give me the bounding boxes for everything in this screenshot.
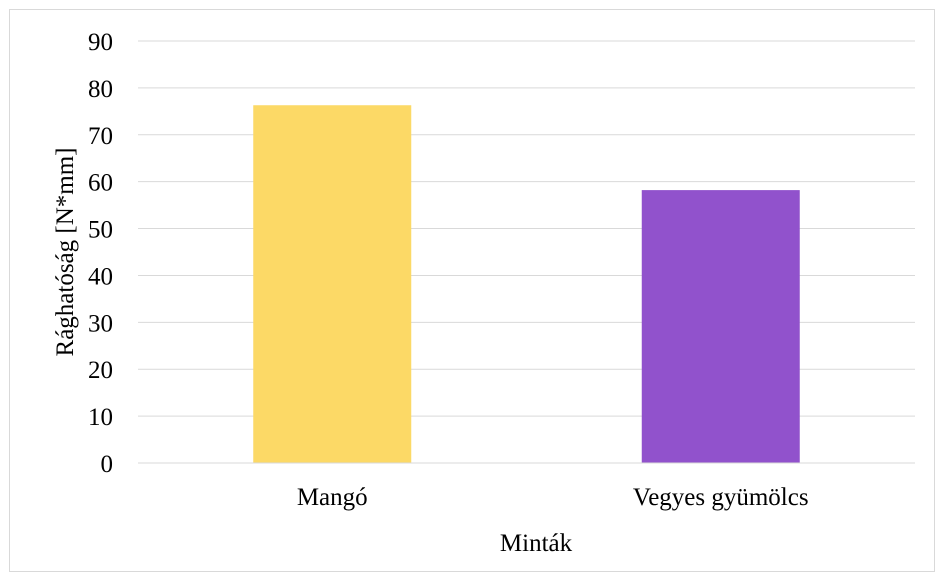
y-axis-title: Rághatóság [N*mm]: [52, 148, 79, 357]
x-category-label: Mangó: [297, 484, 368, 511]
bar-1: [253, 105, 412, 463]
x-axis-title: Minták: [500, 530, 573, 557]
bars: [253, 105, 800, 463]
y-tick-label: 80: [88, 76, 113, 103]
y-tick-label: 50: [88, 217, 113, 244]
y-tick-label: 70: [88, 123, 113, 150]
axes: 0 10 20 30 40 50 60 70 80 90 Mangó Vegyes gyümölcs: [88, 29, 915, 511]
y-tick-label: 10: [88, 404, 113, 431]
bar-2: [641, 190, 800, 463]
y-tick-label: 20: [88, 357, 113, 384]
y-tick-label: 60: [88, 170, 113, 197]
y-tick-label: 30: [88, 310, 113, 337]
x-category-label: Vegyes gyümölcs: [633, 484, 809, 511]
y-tick-label: 40: [88, 263, 113, 290]
y-tick-label: 0: [101, 451, 114, 478]
y-tick-label: 90: [88, 29, 113, 56]
